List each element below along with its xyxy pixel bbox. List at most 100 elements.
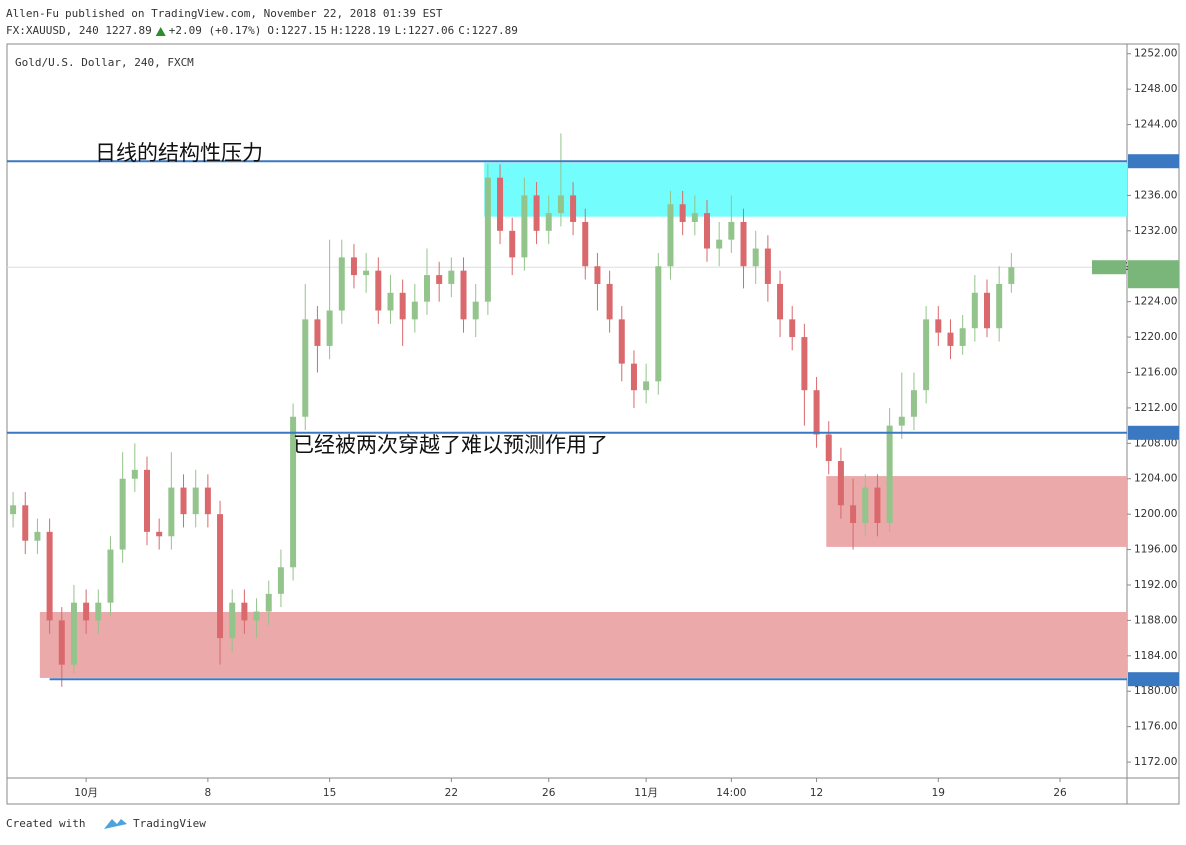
candle-body (119, 478, 126, 550)
candle-body (691, 213, 698, 222)
symbol-legend: Gold/U.S. Dollar, 240, FXCM (15, 56, 194, 69)
candle-body (314, 319, 321, 346)
candle-body (34, 531, 41, 541)
candle-body (984, 292, 990, 329)
candle-body (363, 270, 370, 276)
candle-body (168, 487, 175, 537)
candle-body (837, 461, 844, 506)
candle-body (83, 602, 90, 621)
x-tick-label: 22 (445, 787, 458, 799)
candle-body (424, 275, 430, 302)
author: Allen-Fu (6, 7, 59, 20)
candle-body (70, 602, 77, 665)
candle-body (618, 319, 625, 364)
x-tick-label: 12 (810, 787, 823, 799)
y-tick-label: 1232.00 (1134, 225, 1177, 237)
candle-body (606, 283, 613, 320)
y-tick-label: 1252.00 (1134, 48, 1177, 60)
change: +2.09 (+0.17%) (169, 24, 262, 37)
candle-body (679, 204, 686, 222)
y-tick-label: 1196.00 (1134, 544, 1177, 556)
y-tick-label: 1244.00 (1134, 119, 1177, 131)
y-tick-label: 1180.00 (1134, 685, 1177, 697)
candle-body (570, 195, 577, 222)
candle-body (947, 332, 954, 346)
x-tick-label: 10月 (74, 787, 98, 799)
candle-body (728, 221, 735, 240)
ohlc-label: L: (395, 24, 408, 37)
x-tick-label: 14:00 (716, 787, 746, 799)
x-tick-label: 15 (323, 787, 336, 799)
candle-body (290, 416, 297, 568)
logo (104, 819, 127, 829)
y-tick-label: 1236.00 (1134, 189, 1177, 201)
candle-body (813, 390, 820, 435)
level-badge (1128, 154, 1179, 169)
candle-body (144, 469, 150, 532)
candle-body (910, 390, 917, 417)
y-tick-label: 1212.00 (1134, 402, 1177, 414)
candle-body (338, 257, 345, 311)
x-tick-label: 19 (932, 787, 945, 799)
candle-body (107, 549, 114, 603)
candle-body (192, 487, 199, 515)
candle-body (959, 328, 966, 346)
price-badge (1128, 260, 1179, 289)
x-tick-label: 8 (205, 787, 212, 799)
candle-body (582, 221, 589, 267)
candle-body (156, 531, 163, 537)
candle-body (277, 567, 284, 594)
y-tick-label: 1204.00 (1134, 473, 1177, 485)
candle-body (874, 487, 881, 524)
change-badge (1092, 260, 1126, 275)
ohlc-label: H: (331, 24, 344, 37)
candle-body (630, 363, 637, 391)
y-tick-label: 1224.00 (1134, 296, 1177, 308)
y-tick-label: 1184.00 (1134, 650, 1177, 662)
candle-body (460, 270, 467, 320)
y-tick-label: 1248.00 (1134, 83, 1177, 95)
candle-body (497, 177, 504, 231)
candle-body (545, 213, 552, 231)
candle-body (643, 381, 650, 391)
y-tick-label: 1192.00 (1134, 579, 1177, 591)
candle-body (594, 266, 601, 284)
candle-body (204, 487, 211, 515)
candle-body (655, 266, 662, 382)
candle-body (509, 230, 516, 258)
candle-body (265, 593, 272, 612)
candle-body (801, 337, 808, 391)
annotation: 日线的结构性压力 (95, 141, 263, 165)
candle-body (436, 275, 443, 284)
candle-body (825, 434, 832, 462)
candle-body (399, 292, 406, 320)
candle-body (302, 319, 309, 417)
candle-body (533, 195, 540, 231)
zone (826, 476, 1127, 547)
candle-body (326, 310, 333, 346)
candle-body (935, 319, 942, 333)
candle-body (764, 248, 771, 284)
candle-body (58, 620, 65, 665)
candle-body (253, 611, 260, 621)
candle-body (996, 283, 1003, 329)
candle-body (448, 270, 455, 284)
zone (484, 162, 1127, 217)
level-badge (1128, 425, 1179, 440)
candle-body (350, 257, 357, 276)
candle-body (46, 531, 53, 621)
candle-body (375, 270, 382, 311)
candle-body (241, 602, 248, 621)
frame (6, 43, 1180, 805)
candle-body (740, 221, 747, 267)
candle-body (667, 204, 674, 267)
footer-brand: TradingView (133, 817, 206, 830)
y-tick-label: 1176.00 (1134, 721, 1177, 733)
zone (39, 611, 1128, 678)
candle-body (217, 514, 224, 639)
annotation: 已经被两次穿越了难以预测作用了 (293, 433, 608, 457)
y-tick-label: 1172.00 (1134, 756, 1177, 768)
ohlc-value: 1227.06 (408, 24, 454, 37)
up-arrow (155, 27, 166, 36)
